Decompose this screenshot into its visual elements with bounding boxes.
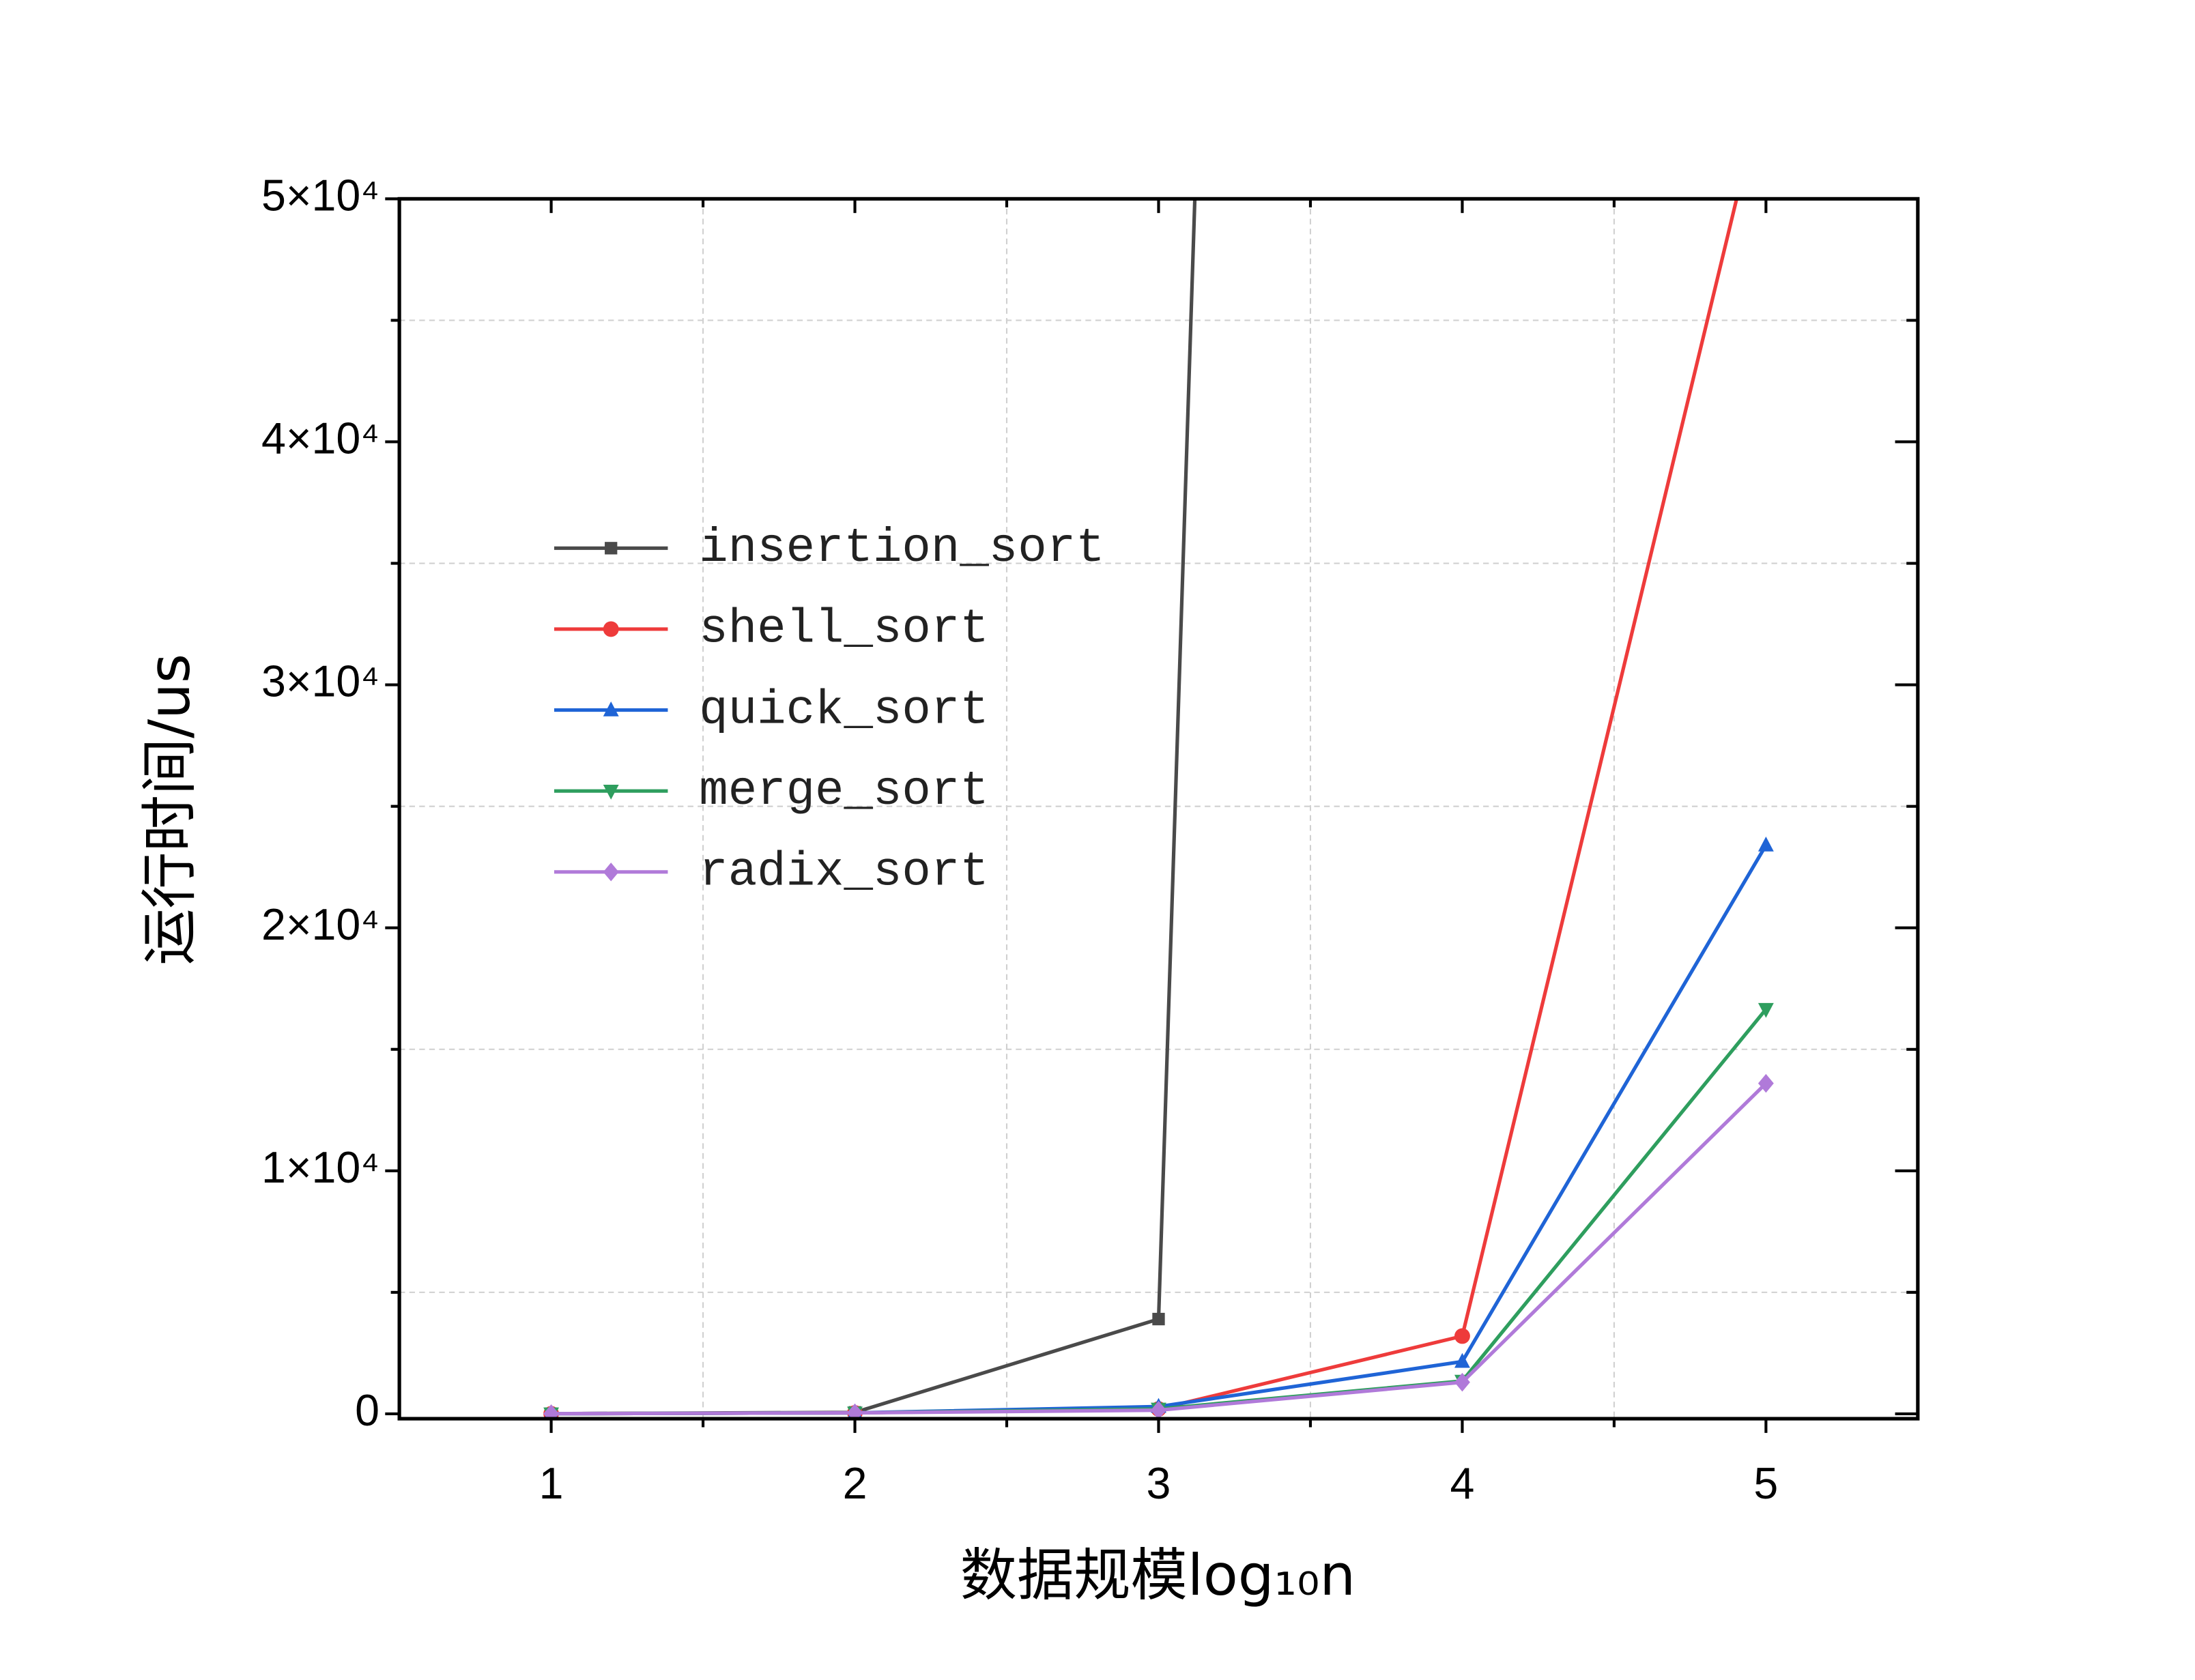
marker [1758, 1073, 1774, 1093]
x-tick-label: 3 [1147, 1459, 1171, 1508]
plot-area [543, 70, 1774, 1419]
series-line [551, 1082, 1768, 1416]
y-tick-label: 2×10⁴ [261, 900, 379, 949]
y-tick-label: 4×10⁴ [261, 414, 379, 463]
x-tick-label: 2 [843, 1459, 867, 1508]
legend-label: shell_sort [699, 603, 989, 657]
x-tick-label: 4 [1450, 1459, 1475, 1508]
series-line [551, 199, 1739, 1416]
legend-label: radix_sort [699, 845, 989, 900]
x-axis-label: 数据规模log₁₀n [960, 1542, 1355, 1608]
legend-label: merge_sort [699, 764, 989, 819]
marker [1152, 1312, 1165, 1326]
legend-label: insertion_sort [699, 521, 1104, 576]
marker [603, 863, 619, 882]
x-tick-label: 1 [539, 1459, 564, 1508]
marker [1454, 1372, 1470, 1392]
y-tick-label: 3×10⁴ [261, 657, 379, 706]
series-line [551, 1008, 1768, 1416]
series-line [551, 844, 1768, 1416]
marker [1454, 1352, 1470, 1368]
marker [1151, 1400, 1166, 1419]
legend-label: quick_sort [699, 683, 989, 738]
plot-frame [397, 197, 1920, 1421]
marker [1758, 1002, 1774, 1018]
marker [603, 701, 619, 716]
y-tick-label: 1×10⁴ [261, 1143, 379, 1192]
marker [605, 542, 618, 555]
marker [1758, 70, 1774, 85]
y-axis-label: 运行时间/us [137, 654, 203, 966]
y-tick-label: 0 [355, 1386, 379, 1435]
x-tick-label: 5 [1753, 1459, 1778, 1508]
y-tick-label: 5×10⁴ [261, 171, 379, 220]
marker [603, 785, 619, 800]
marker [847, 1403, 863, 1419]
marker [543, 1404, 560, 1419]
marker [1454, 1328, 1470, 1344]
marker [603, 621, 619, 637]
marker [1758, 837, 1774, 852]
